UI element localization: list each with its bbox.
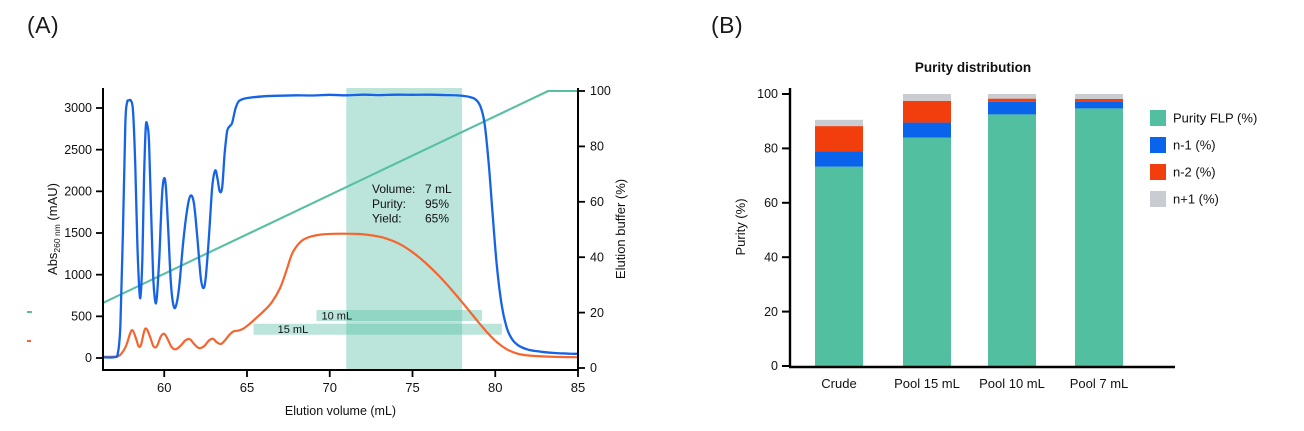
y-tick-label: 100 — [757, 87, 778, 101]
pool-bar-15mL — [253, 323, 502, 335]
right-tick-label: 60 — [590, 195, 604, 209]
pool-bar-10mL — [316, 310, 483, 321]
bar-segment — [988, 98, 1036, 102]
legend-label: n-2 (%) — [1173, 165, 1216, 180]
chart-title: Purity distribution — [915, 60, 1031, 75]
panel-b-purity-chart: Purity distribution Crude Pool 15 mL Pool 1… — [733, 60, 1257, 391]
pool-bar-label: 10 mL — [322, 310, 353, 322]
x-tick-label: 80 — [488, 380, 502, 395]
bar-segment — [903, 94, 951, 101]
right-tick-label: 80 — [590, 140, 604, 154]
y-axis-label-left: Abs260 nm (mAU) — [45, 183, 62, 275]
bar-segment — [815, 151, 863, 167]
category-label: Crude — [821, 376, 856, 391]
panel-b-label: (B) — [711, 12, 744, 38]
bar-segment — [815, 126, 863, 152]
left-tick-label: 0 — [85, 351, 92, 365]
y-axis-label-right: Elution buffer (%) — [613, 179, 628, 279]
right-tick-label: 40 — [590, 250, 604, 264]
legend-label: n+1 (%) — [1173, 192, 1219, 207]
curves — [103, 89, 578, 359]
legend-label: Purity FLP (%) — [1173, 111, 1257, 126]
bar-segment — [815, 119, 863, 127]
annotation-label: Purity: — [372, 197, 406, 211]
legend: Purity FLP (%) n-1 (%) n-2 (%) n+1 (%) — [1150, 110, 1257, 207]
bar-segment — [988, 114, 1036, 367]
stray-mark-0 — [27, 311, 32, 313]
bar-segment — [988, 101, 1036, 115]
bar-segment — [1075, 101, 1123, 109]
y-tick-label: 80 — [764, 142, 778, 156]
category-label: Pool 15 mL — [894, 376, 960, 391]
x-tick-label: 60 — [157, 380, 171, 395]
legend-swatch — [1150, 110, 1166, 126]
bar-pool-10-ml — [988, 94, 1036, 367]
impurity-trace-abs-curve — [103, 232, 578, 359]
legend-label: n-1 (%) — [1173, 138, 1216, 153]
bar-pool-7-ml — [1075, 94, 1123, 366]
x-tick-label: 75 — [405, 380, 419, 395]
bar-segment — [903, 137, 951, 366]
elution-buffer-gradient-curve — [103, 89, 578, 304]
bar-segment — [1075, 94, 1123, 99]
bar-segment — [815, 166, 863, 366]
bar-segment — [1075, 108, 1123, 366]
annotation-label: Yield: — [372, 212, 402, 226]
stray-mark-1 — [27, 340, 31, 342]
left-tick-label: 500 — [71, 310, 92, 324]
bar-segment — [988, 94, 1036, 99]
left-tick-label: 1000 — [64, 268, 92, 282]
y-tick-label: 0 — [771, 359, 778, 373]
left-tick-label: 2000 — [64, 185, 92, 199]
left-tick-label: 2500 — [64, 143, 92, 157]
bar-segment — [1075, 98, 1123, 102]
bar-pool-15-ml — [903, 94, 951, 366]
annotation-label: Volume: — [372, 182, 415, 196]
x-tick-label: 70 — [323, 380, 337, 395]
right-tick-label: 100 — [590, 84, 611, 98]
bar-segment — [903, 122, 951, 138]
y-axis-label: Purity (%) — [733, 198, 748, 255]
annotation-value: 65% — [425, 212, 449, 226]
legend-swatch — [1150, 164, 1166, 180]
bar-segment — [903, 100, 951, 123]
y-tick-label: 60 — [764, 196, 778, 210]
absorbance-260nm-curve — [103, 93, 578, 359]
pool-bar-label: 15 mL — [278, 324, 309, 336]
category-label: Pool 10 mL — [979, 376, 1045, 391]
bar-crude — [815, 119, 863, 366]
right-tick-label: 0 — [590, 361, 597, 375]
annotation-value: 7 mL — [425, 182, 452, 196]
legend-swatch — [1150, 191, 1166, 207]
left-tick-label: 3000 — [64, 101, 92, 115]
x-tick-label: 85 — [571, 380, 585, 395]
pool-region-7ml — [346, 88, 463, 370]
panel-a-chromatogram: 10 mL 15 mL Volume: 7 mL Purity: 95% Yield: 65%… — [27, 84, 628, 418]
y-tick-label: 40 — [764, 250, 778, 264]
legend-swatch — [1150, 137, 1166, 153]
left-tick-label: 1500 — [64, 226, 92, 240]
category-label: Pool 7 mL — [1070, 376, 1129, 391]
panel-a-label: (A) — [27, 12, 60, 38]
x-tick-label: 65 — [240, 380, 254, 395]
annotation-value: 95% — [425, 197, 449, 211]
x-axis-label: Elution volume (mL) — [285, 404, 396, 418]
pool-annotation: Volume: 7 mL Purity: 95% Yield: 65% — [372, 182, 452, 226]
y-tick-label: 20 — [764, 305, 778, 319]
right-tick-label: 20 — [590, 306, 604, 320]
